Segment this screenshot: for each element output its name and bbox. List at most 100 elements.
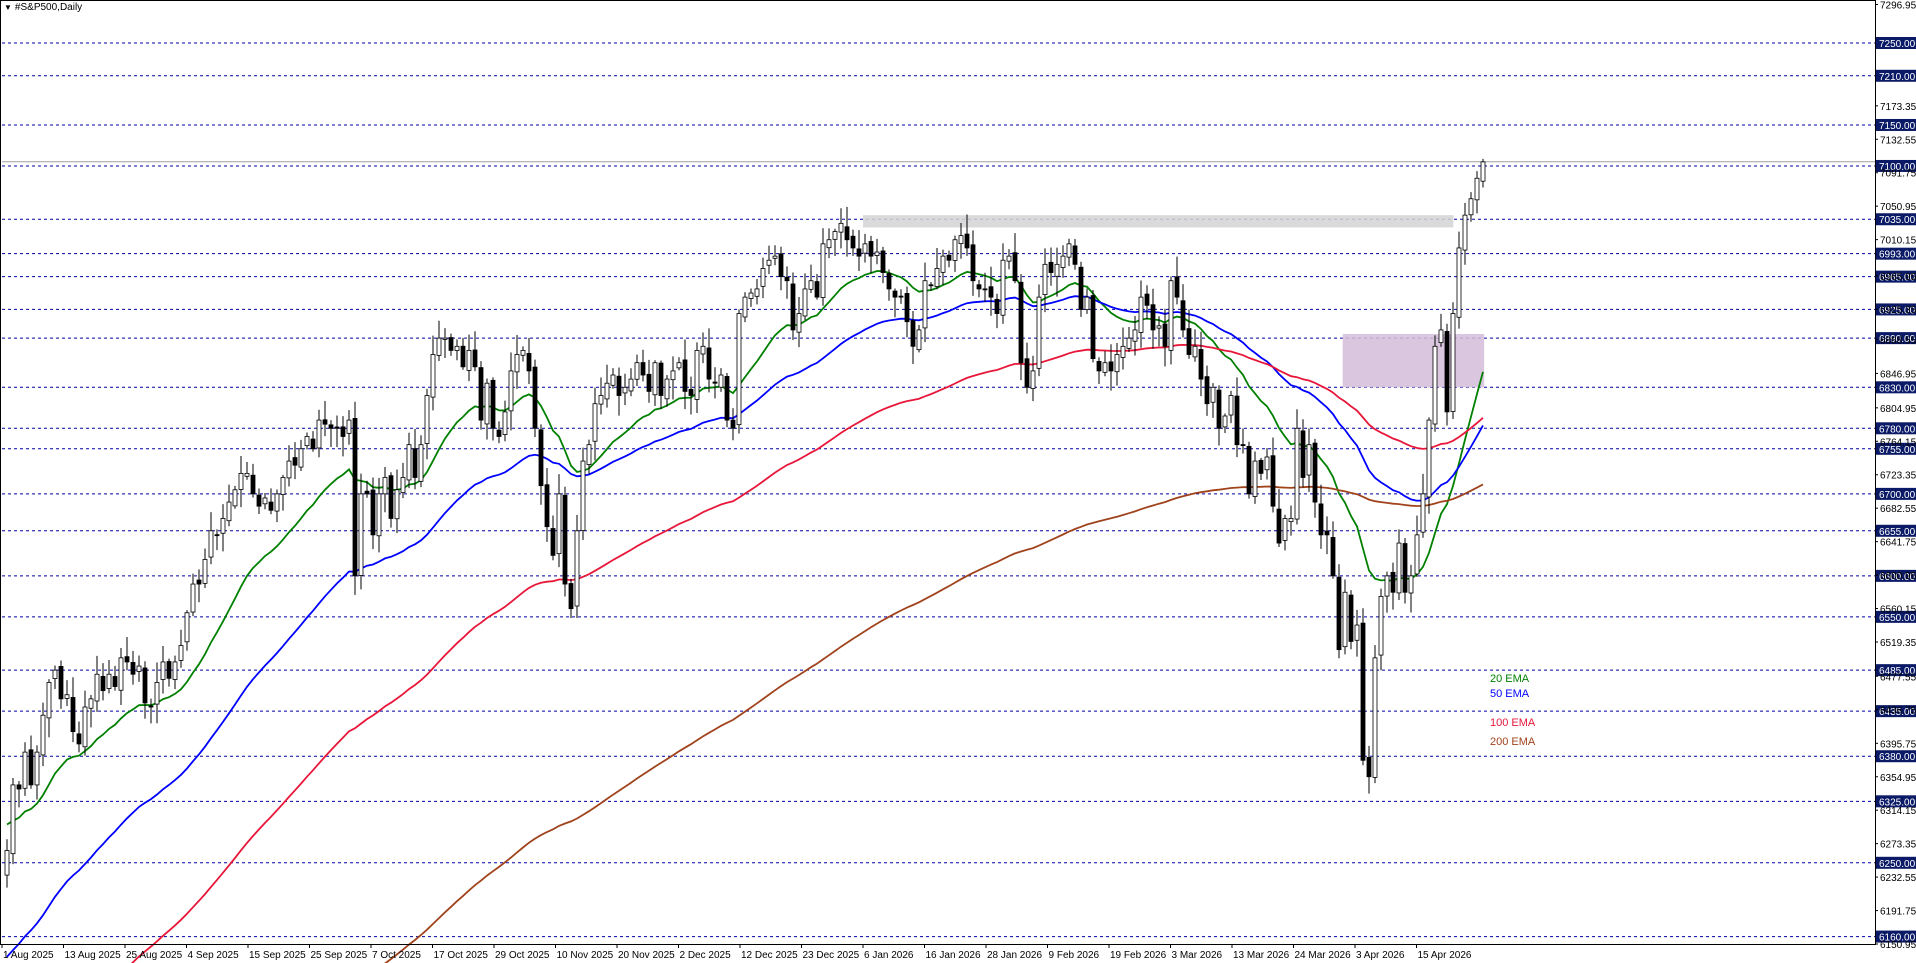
candle-bear[interactable] [388, 475, 394, 519]
candle-bear[interactable] [688, 388, 694, 396]
candle-bull[interactable] [574, 530, 580, 607]
candle-bull[interactable] [178, 645, 184, 661]
candle-bear[interactable] [712, 381, 718, 384]
candle-bull[interactable] [1378, 595, 1384, 656]
candle-bear[interactable] [724, 376, 730, 421]
candle-bear[interactable] [730, 419, 736, 429]
candle-bear[interactable] [946, 254, 952, 261]
candle-bull[interactable] [1414, 534, 1420, 575]
price-zone[interactable] [1342, 334, 1485, 388]
candle-bull[interactable] [1102, 362, 1108, 373]
candle-bear[interactable] [562, 494, 568, 585]
candle-bear[interactable] [1330, 537, 1336, 577]
candle-bull[interactable] [652, 362, 658, 396]
candle-bull[interactable] [106, 673, 112, 689]
candle-bull[interactable] [280, 477, 286, 495]
candle-bear[interactable] [196, 579, 202, 585]
candle-bull[interactable] [736, 313, 742, 426]
candle-bull[interactable] [466, 350, 472, 371]
candle-bull[interactable] [832, 231, 838, 240]
candle-bull[interactable] [154, 682, 160, 705]
candle-bear[interactable] [1018, 281, 1024, 364]
candle-bull[interactable] [274, 493, 280, 512]
candle-bull[interactable] [862, 243, 868, 254]
candle-bear[interactable] [1444, 331, 1450, 413]
candle-bull[interactable] [220, 518, 226, 534]
candle-bear[interactable] [148, 705, 154, 708]
candle-bull[interactable] [748, 292, 754, 299]
candle-bull[interactable] [1264, 456, 1270, 471]
candle-bear[interactable] [1180, 300, 1186, 331]
candle-bull[interactable] [1408, 575, 1414, 594]
candle-bear[interactable] [1012, 252, 1018, 282]
candle-bear[interactable] [1174, 276, 1180, 298]
candle-bull[interactable] [1294, 427, 1300, 520]
candle-bear[interactable] [124, 656, 130, 663]
candle-bull[interactable] [1036, 296, 1042, 369]
candle-bull[interactable] [286, 460, 292, 479]
candle-bull[interactable] [430, 354, 436, 398]
candle-bear[interactable] [250, 474, 256, 495]
candle-bull[interactable] [1384, 575, 1390, 597]
candle-bull[interactable] [1228, 395, 1234, 416]
candle-bull[interactable] [394, 489, 400, 520]
candle-bull[interactable] [1126, 337, 1132, 349]
candle-bull[interactable] [208, 530, 214, 558]
candle-bull[interactable] [1372, 657, 1378, 778]
candle-bull[interactable] [1156, 325, 1162, 329]
candle-bear[interactable] [1024, 358, 1030, 388]
candle-bull[interactable] [1420, 493, 1426, 533]
candle-bull[interactable] [1396, 542, 1402, 594]
candle-bear[interactable] [58, 666, 64, 700]
candle-bull[interactable] [760, 268, 766, 287]
candle-bear[interactable] [1078, 266, 1084, 310]
candle-bull[interactable] [586, 444, 592, 465]
candle-bear[interactable] [1234, 395, 1240, 446]
candle-bull[interactable] [934, 268, 940, 287]
candle-bull[interactable] [358, 493, 364, 576]
candle-bear[interactable] [1402, 543, 1408, 593]
candle-bear[interactable] [1108, 361, 1114, 372]
candle-bear[interactable] [868, 241, 874, 257]
candle-bull[interactable] [718, 374, 724, 388]
candle-bull[interactable] [952, 239, 958, 261]
candle-bull[interactable] [1006, 255, 1012, 262]
candle-bull[interactable] [766, 259, 772, 266]
candle-bull[interactable] [1132, 329, 1138, 342]
candle-bull[interactable] [82, 706, 88, 748]
candle-bear[interactable] [1360, 622, 1366, 761]
candle-bear[interactable] [1150, 304, 1156, 331]
candle-bull[interactable] [190, 583, 196, 613]
candle-bull[interactable] [418, 444, 424, 482]
candle-bear[interactable] [76, 733, 82, 745]
candle-bear[interactable] [1048, 261, 1054, 273]
candle-bear[interactable] [166, 661, 172, 679]
candle-bear[interactable] [646, 373, 652, 392]
candle-bull[interactable] [424, 395, 430, 444]
candle-bull[interactable] [400, 477, 406, 494]
candle-bear[interactable] [292, 457, 298, 466]
candle-bear[interactable] [1276, 508, 1282, 544]
candle-bull[interactable] [226, 501, 232, 522]
candle-bear[interactable] [112, 676, 118, 687]
candle-bull[interactable] [670, 370, 676, 381]
symbol-title[interactable]: ▼ #S&P500,Daily [4, 2, 82, 13]
candle-bull[interactable] [1354, 624, 1360, 641]
candle-bull[interactable] [508, 370, 514, 412]
candle-bull[interactable] [244, 472, 250, 477]
candle-bull[interactable] [436, 337, 442, 356]
candle-bull[interactable] [1000, 259, 1006, 316]
candle-bull[interactable] [556, 493, 562, 555]
candle-bull[interactable] [598, 395, 604, 405]
candle-bull[interactable] [1438, 329, 1444, 344]
candle-bull[interactable] [772, 255, 778, 259]
candle-bear[interactable] [1204, 376, 1210, 405]
candle-bull[interactable] [1252, 460, 1258, 497]
candle-bear[interactable] [340, 426, 346, 437]
candle-bull[interactable] [520, 350, 526, 356]
candle-bull[interactable] [1222, 415, 1228, 428]
candle-bear[interactable] [976, 284, 982, 290]
candle-bear[interactable] [814, 281, 820, 298]
candle-bear[interactable] [310, 438, 316, 450]
